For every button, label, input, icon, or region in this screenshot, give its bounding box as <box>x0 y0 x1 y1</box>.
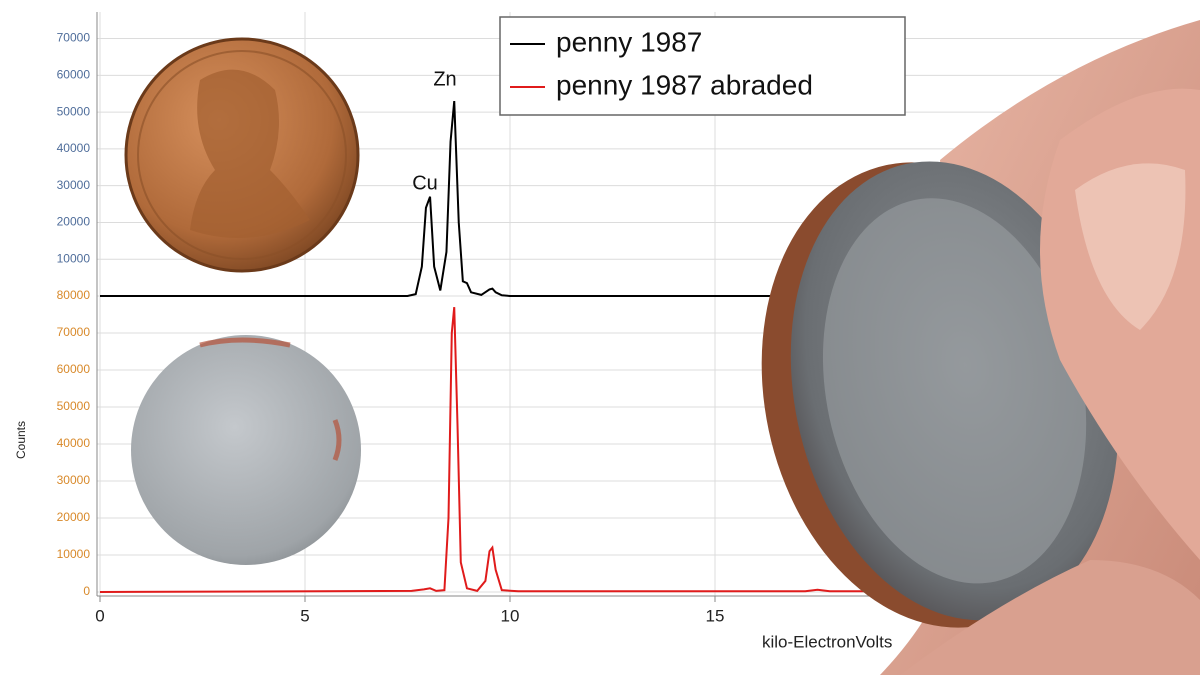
y-axis-label: Counts <box>14 421 28 459</box>
x-tick-label: 0 <box>95 606 104 625</box>
y-tick-label: 20000 <box>57 215 91 229</box>
y-tick-label: 20000 <box>57 510 91 524</box>
x-axis-label: kilo-ElectronVolts <box>762 632 892 651</box>
abraded-penny-photo <box>131 335 361 565</box>
y-tick-label: 60000 <box>57 362 91 376</box>
marks: Cu Zn <box>99 68 879 593</box>
hand-photo <box>761 20 1200 675</box>
y-tick-label: 60000 <box>57 67 91 81</box>
y-tick-label: 0 <box>83 584 90 598</box>
y-tick-label: 70000 <box>57 325 91 339</box>
y-tick-label: 10000 <box>57 547 91 561</box>
legend-label: penny 1987 <box>556 26 702 57</box>
y-tick-label: 30000 <box>57 473 91 487</box>
y-tick-label: 40000 <box>57 436 91 450</box>
annotation: Cu <box>412 172 438 194</box>
y-tick-label: 10000 <box>57 251 91 265</box>
x-tick-label: 10 <box>501 606 520 625</box>
series-line <box>99 307 879 593</box>
y-tick-label: 30000 <box>57 178 91 192</box>
y-tick-label: 70000 <box>57 31 91 45</box>
series-line <box>100 100 838 297</box>
x-tick-label: 5 <box>300 606 309 625</box>
legend-label: penny 1987 abraded <box>556 69 813 100</box>
legend-box <box>499 16 906 116</box>
x-tick-label: 15 <box>706 606 725 625</box>
y-tick-label: 50000 <box>57 104 91 118</box>
y-tick-label: 80000 <box>57 288 91 302</box>
penny-photo <box>124 37 360 273</box>
y-tick-label: 50000 <box>57 399 91 413</box>
annotation: Zn <box>433 68 456 90</box>
legend-layer: penny 1987 penny 1987 abraded <box>499 16 906 116</box>
y-tick-label: 40000 <box>57 141 91 155</box>
